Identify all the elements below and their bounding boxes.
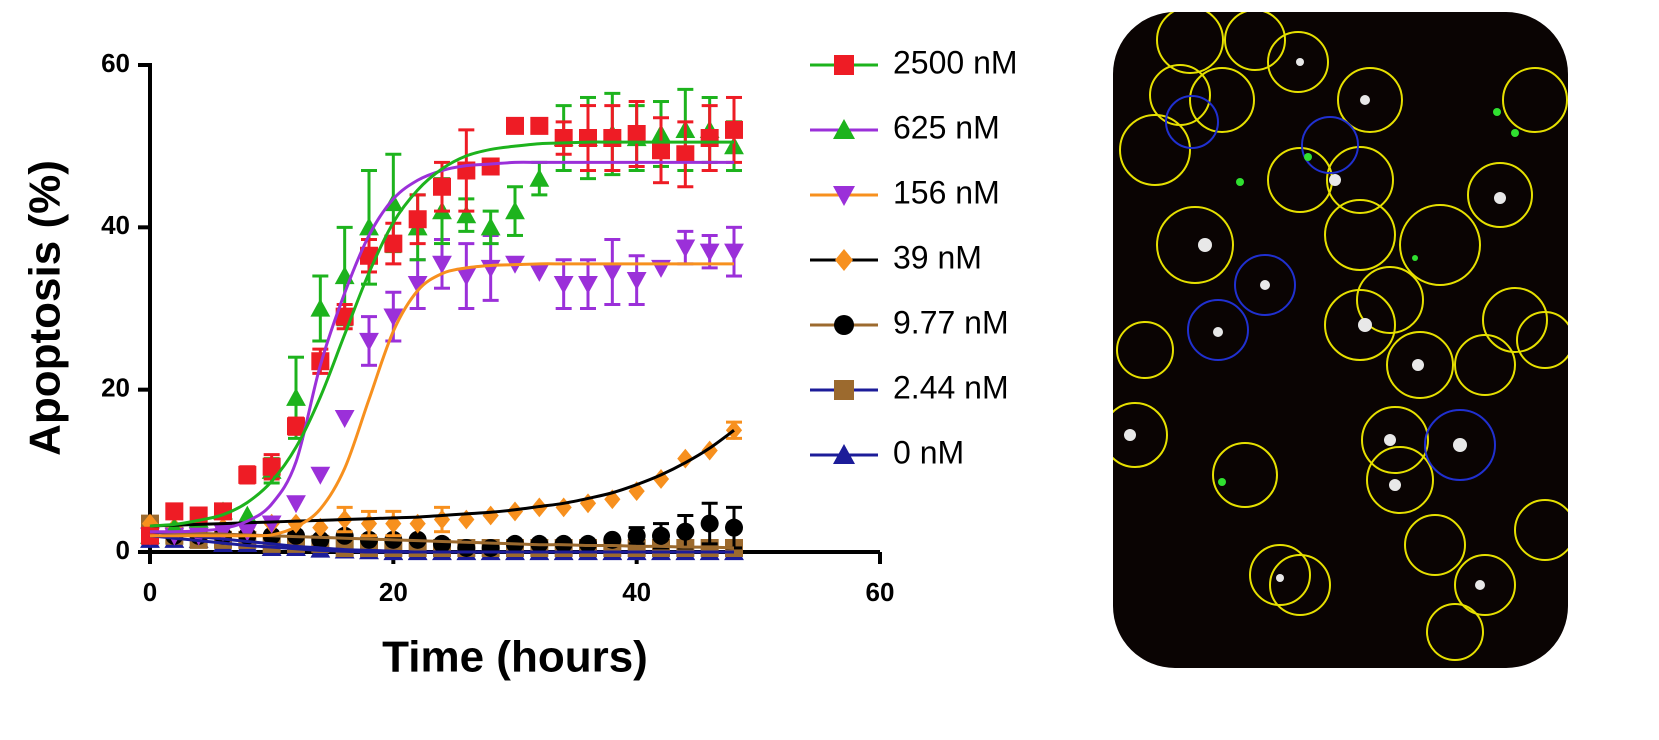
marker: [310, 466, 331, 485]
marker: [602, 263, 623, 282]
y-tick-label: 20: [101, 373, 130, 403]
marker: [603, 129, 622, 148]
marker: [553, 276, 574, 295]
legend-label: 0 nM: [893, 434, 964, 470]
marker: [456, 267, 477, 286]
legend-label: 9.77 nM: [893, 304, 1009, 340]
x-tick-label: 0: [143, 577, 157, 607]
marker: [165, 502, 184, 521]
marker: [481, 157, 500, 176]
marker: [360, 513, 378, 534]
marker: [724, 243, 744, 262]
marker: [359, 332, 379, 351]
legend-label: 39 nM: [893, 239, 982, 275]
marker: [627, 124, 646, 143]
marker: [286, 387, 306, 406]
y-tick-label: 0: [116, 535, 130, 565]
marker: [700, 514, 719, 533]
legend-label: 2.44 nM: [893, 369, 1009, 405]
marker: [677, 448, 694, 469]
marker: [676, 522, 695, 541]
marker: [529, 168, 550, 187]
marker: [237, 523, 258, 542]
legend-marker: [833, 119, 855, 139]
marker: [725, 518, 743, 537]
marker: [407, 276, 428, 295]
y-tick-label: 40: [101, 210, 130, 240]
marker: [627, 526, 646, 545]
legend-label: 625 nM: [893, 109, 1000, 145]
marker: [482, 505, 499, 526]
marker: [433, 534, 451, 553]
marker: [506, 116, 524, 135]
marker: [432, 255, 452, 274]
marker: [700, 129, 719, 148]
green-spots: [1218, 108, 1519, 486]
marker: [408, 210, 427, 229]
marker: [480, 259, 501, 278]
image-background: [1113, 12, 1568, 668]
marker: [458, 509, 475, 530]
marker: [261, 515, 282, 534]
fit-curve: [149, 140, 734, 528]
legend-label: 156 nM: [893, 174, 1000, 210]
x-axis-title: Time (hours): [382, 633, 648, 682]
legend-marker: [833, 186, 855, 206]
marker: [312, 517, 329, 538]
y-tick-label: 60: [101, 48, 130, 78]
legend-marker: [835, 249, 853, 271]
legend-marker: [833, 444, 855, 464]
marker: [626, 271, 647, 290]
marker: [480, 217, 501, 236]
marker: [433, 177, 451, 196]
marker: [433, 509, 451, 530]
marker: [578, 276, 598, 295]
marker: [506, 501, 524, 522]
x-tick-label: 20: [379, 577, 408, 607]
marker: [675, 239, 696, 258]
y-axis-title: Apoptosis (%): [21, 160, 70, 456]
fit-curve: [149, 530, 734, 554]
micrograph: [1113, 12, 1568, 668]
legend-marker: [834, 55, 854, 75]
marker: [579, 534, 597, 553]
marker: [311, 530, 330, 549]
x-tick-label: 60: [866, 577, 895, 607]
x-tick-label: 40: [622, 577, 651, 607]
marker: [286, 495, 306, 514]
marker: [287, 417, 305, 436]
marker: [530, 116, 549, 135]
marker: [652, 141, 670, 160]
marker: [384, 234, 403, 253]
marker: [505, 201, 525, 220]
cell-outlines: [1113, 12, 1568, 661]
marker: [579, 129, 597, 148]
legend-marker: [834, 380, 854, 400]
selected-outlines: [1165, 95, 1496, 481]
marker: [676, 145, 695, 164]
legend-marker: [834, 315, 854, 335]
marker: [262, 457, 281, 476]
legend-label: 2500 nM: [893, 44, 1018, 80]
marker: [529, 263, 550, 282]
marker: [652, 526, 670, 545]
nuclei: [1124, 58, 1506, 590]
marker: [383, 308, 404, 327]
fit-curve: [150, 262, 734, 538]
marker: [310, 298, 331, 317]
marker: [334, 409, 355, 428]
marker: [725, 120, 743, 139]
marker: [456, 205, 477, 224]
marker: [359, 217, 379, 236]
marker: [699, 243, 720, 262]
marker: [628, 481, 645, 502]
marker: [238, 465, 257, 484]
marker: [555, 497, 572, 518]
